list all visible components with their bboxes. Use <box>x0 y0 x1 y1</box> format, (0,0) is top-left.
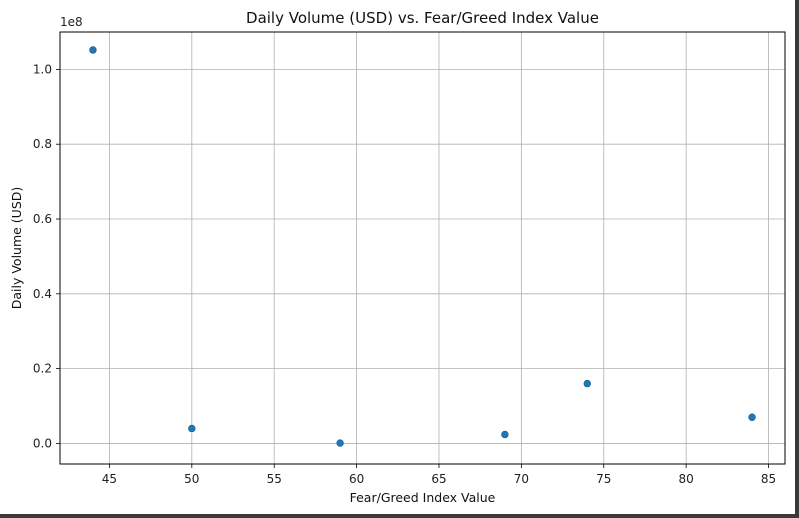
data-point <box>188 424 196 433</box>
chart-title: Daily Volume (USD) vs. Fear/Greed Index … <box>246 9 599 27</box>
y-tick-label: 0.2 <box>33 362 52 376</box>
data-point <box>89 46 97 54</box>
y-axis-offset-label: 1e8 <box>60 15 83 29</box>
plot-area <box>59 31 786 465</box>
x-tick-label: 85 <box>761 472 776 486</box>
data-point <box>336 439 344 447</box>
data-points <box>89 46 756 447</box>
x-tick-label: 45 <box>102 472 117 486</box>
y-tick-label: 0.4 <box>33 287 52 301</box>
y-tick-label: 0.8 <box>33 137 52 151</box>
x-tick-label: 65 <box>431 472 446 486</box>
x-tick-label: 50 <box>184 472 199 486</box>
data-point <box>583 379 591 388</box>
x-axis-label: Fear/Greed Index Value <box>350 490 496 505</box>
x-tick-label: 75 <box>596 472 611 486</box>
x-tick-label: 60 <box>349 472 364 486</box>
x-tick-label: 80 <box>678 472 693 486</box>
data-point <box>501 430 509 439</box>
y-axis-ticks: 0.0 0.2 0.4 0.6 0.8 1.0 <box>33 62 60 450</box>
data-point <box>748 413 756 421</box>
y-tick-label: 0.0 <box>33 436 52 450</box>
x-tick-label: 55 <box>267 472 282 486</box>
grid-lines <box>60 32 785 464</box>
y-axis-label: Daily Volume (USD) <box>9 187 24 310</box>
x-axis-ticks: 45 50 55 60 65 70 75 80 85 <box>102 464 776 486</box>
x-tick-label: 70 <box>514 472 529 486</box>
y-tick-label: 0.6 <box>33 212 52 226</box>
y-tick-label: 1.0 <box>33 62 52 76</box>
